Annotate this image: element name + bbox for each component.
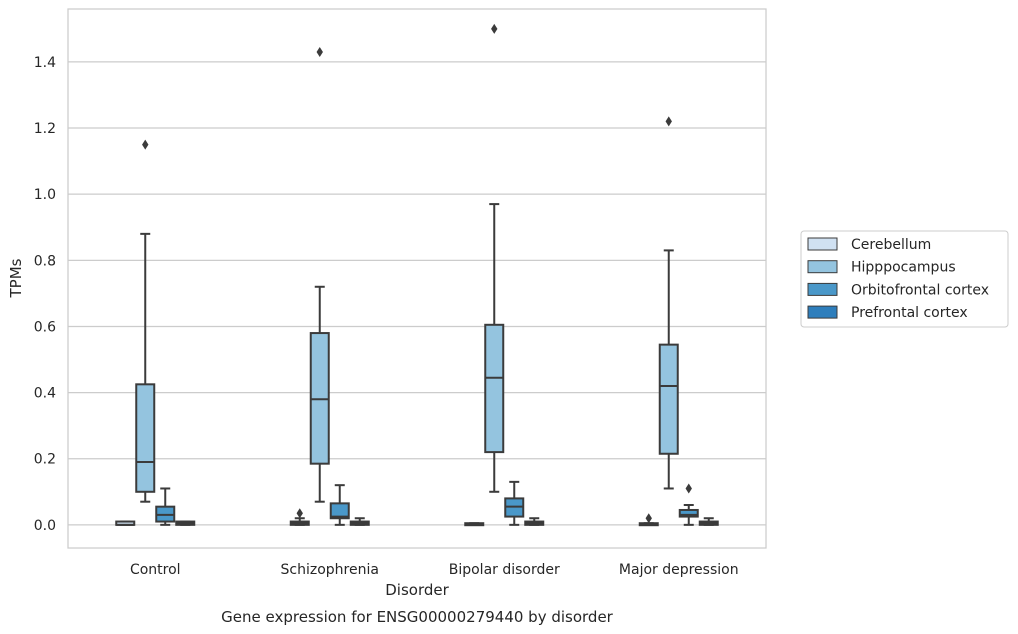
box-orbitofrontal-cortex bbox=[155, 487, 176, 526]
y-tick-label: 1.2 bbox=[34, 121, 56, 137]
y-axis-label: TPMs bbox=[7, 258, 25, 298]
legend-label: Prefrontal cortex bbox=[851, 305, 968, 321]
plot-frame bbox=[67, 8, 767, 549]
legend-swatch bbox=[807, 305, 838, 319]
legend-swatch bbox=[807, 260, 838, 274]
x-axis-label: Disorder bbox=[385, 581, 449, 599]
x-tick-labels: Control Schizophrenia Bipolar disorder Majo… bbox=[130, 562, 739, 578]
box-prefrontal-cortex bbox=[349, 517, 370, 526]
x-tick-label: Major depression bbox=[619, 562, 739, 578]
legend-swatch bbox=[807, 237, 838, 251]
box-orbitofrontal-cortex bbox=[329, 484, 350, 526]
y-tick-label: 1.0 bbox=[34, 187, 56, 203]
box-orbitofrontal-cortex bbox=[678, 483, 699, 526]
box-cerebellum bbox=[464, 522, 485, 527]
box-hipppocampus bbox=[309, 46, 330, 503]
legend-label: Cerebellum bbox=[851, 237, 931, 253]
outlier-point bbox=[685, 483, 692, 494]
legend: Cerebellum Hipppocampus Orbitofrontal cort… bbox=[800, 230, 1009, 328]
box-prefrontal-cortex bbox=[175, 520, 196, 526]
legend-swatch bbox=[807, 282, 838, 296]
box-prefrontal-cortex bbox=[698, 517, 719, 526]
box-orbitofrontal-cortex bbox=[504, 480, 525, 526]
box-prefrontal-cortex bbox=[524, 517, 545, 526]
box-cerebellum bbox=[638, 513, 659, 527]
box-body bbox=[135, 383, 156, 493]
outlier-point bbox=[142, 139, 149, 150]
box-hipppocampus bbox=[658, 116, 679, 490]
box-body bbox=[678, 508, 699, 518]
outlier-point bbox=[316, 46, 323, 57]
box-hipppocampus bbox=[484, 23, 505, 493]
y-tick-labels: 0.0 0.2 0.4 0.6 0.8 1.0 1.2 1.4 bbox=[34, 55, 56, 534]
x-tick-label: Bipolar disorder bbox=[449, 562, 560, 578]
outlier-point bbox=[491, 23, 498, 34]
box-hipppocampus bbox=[135, 139, 156, 503]
box-body bbox=[484, 323, 505, 454]
outlier-point bbox=[296, 508, 303, 519]
y-tick-label: 0.8 bbox=[34, 253, 56, 269]
box-series bbox=[115, 23, 719, 527]
y-tick-label: 0.2 bbox=[34, 452, 56, 468]
outlier-point bbox=[645, 513, 652, 524]
outlier-point bbox=[665, 116, 672, 127]
box-body bbox=[329, 502, 350, 520]
x-tick-label: Control bbox=[130, 562, 181, 578]
legend-label: Orbitofrontal cortex bbox=[851, 282, 989, 298]
box-body bbox=[658, 343, 679, 455]
gridlines bbox=[68, 61, 766, 526]
y-tick-label: 0.4 bbox=[34, 386, 56, 402]
x-tick-label: Schizophrenia bbox=[281, 562, 379, 578]
y-tick-label: 0.0 bbox=[34, 518, 56, 534]
y-tick-label: 1.4 bbox=[34, 55, 56, 71]
chart-caption: Gene expression for ENSG00000279440 by d… bbox=[221, 608, 614, 626]
box-cerebellum bbox=[289, 508, 310, 526]
y-tick-label: 0.6 bbox=[34, 319, 56, 335]
box-cerebellum bbox=[115, 520, 136, 526]
legend-label: Hipppocampus bbox=[851, 260, 956, 276]
legend-frame bbox=[800, 230, 1009, 328]
